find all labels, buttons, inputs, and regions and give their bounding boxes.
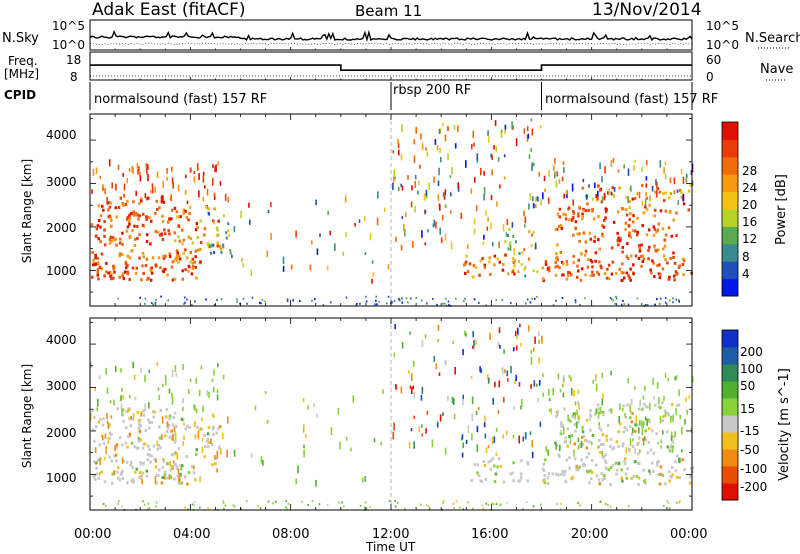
xtick-0400: 04:00	[173, 527, 211, 542]
velocity-colorbar-swatch-0	[722, 483, 738, 501]
xtick-1600: 16:00	[471, 527, 509, 542]
nsky-line	[89, 29, 693, 43]
station-title: Adak East (fitACF)	[92, 0, 246, 20]
nsky-label: N.Sky	[2, 31, 39, 46]
velocity-cbar-tick-neg15: -15	[740, 424, 760, 438]
power-ytick-4000: 4000	[46, 128, 77, 142]
power-ytick-2000: 2000	[46, 221, 77, 235]
freq-unit-label: [MHz]	[4, 67, 40, 81]
freq-line	[90, 64, 692, 71]
power-colorbar-swatch-8	[722, 139, 738, 158]
velocity-ylabel: Slant Range [km]	[20, 363, 35, 469]
velocity-colorbar-swatch-1	[722, 466, 738, 484]
power-cbar-tick-8: 8	[742, 250, 750, 264]
colorbars	[721, 121, 739, 501]
frequency-trace	[90, 64, 692, 77]
power-colorbar-swatch-1	[722, 261, 738, 280]
nsky-tick-high: 10^5	[52, 19, 85, 33]
power-ytick-1000: 1000	[46, 264, 77, 278]
nave-tick-low: 0	[706, 70, 714, 84]
power-heatmap	[90, 118, 694, 307]
power-cbar-tick-16: 16	[742, 215, 758, 229]
cpid-segment-1: normalsound (fast) 157 RF	[94, 92, 268, 107]
beam-title: Beam 11	[355, 2, 423, 20]
velocity-colorbar-swatch-8	[722, 347, 738, 365]
velocity-colorbar-swatch-9	[722, 330, 738, 348]
nsearch-line	[89, 42, 693, 45]
velocity-ytick-3000: 3000	[46, 379, 77, 393]
power-colorbar-swatch-9	[722, 122, 738, 140]
power-cbar-tick-20: 20	[742, 198, 758, 212]
date-title: 13/Nov/2014	[592, 0, 702, 20]
velocity-cbar-tick-neg100: -100	[740, 462, 768, 476]
velocity-colorbar-swatch-2	[722, 449, 738, 467]
velocity-cbar-tick-200: 200	[740, 345, 763, 359]
velocity-colorbar-swatch-3	[722, 432, 738, 450]
power-cbar-tick-24: 24	[742, 181, 758, 195]
power-ylabel: Slant Range [km]	[20, 158, 35, 264]
cpid-label: CPID	[4, 88, 37, 102]
freq-tick-high: 18	[66, 53, 82, 67]
power-cbar-label: Power [dB]	[773, 174, 789, 245]
velocity-ytick-4000: 4000	[46, 333, 77, 347]
velocity-ytick-1000: 1000	[46, 471, 77, 485]
xaxis-label: Time UT	[366, 540, 416, 554]
power-cbar-tick-28: 28	[742, 164, 758, 178]
power-colorbar-swatch-4	[722, 209, 738, 227]
panel-frames	[89, 19, 790, 511]
velocity-colorbar-swatch-4	[722, 415, 738, 433]
nsearch-tick-high: 10^5	[706, 19, 739, 33]
power-colorbar-swatch-0	[722, 278, 738, 297]
nsky-tick-low: 10^0	[52, 38, 85, 52]
velocity-ytick-2000: 2000	[46, 426, 77, 440]
velocity-cbar-tick-neg50: -50	[740, 443, 760, 457]
power-colorbar-swatch-6	[722, 174, 738, 193]
velocity-cbar-tick-15: 15	[740, 402, 756, 416]
nave-tick-high: 60	[706, 53, 722, 67]
velocity-colorbar-swatch-7	[722, 364, 738, 382]
velocity-cbar-tick-50: 50	[740, 379, 756, 393]
power-colorbar-outline	[721, 121, 739, 297]
xtick-0000: 00:00	[74, 527, 112, 542]
velocity-cbar-label: Velocity [m s^-1]	[776, 368, 792, 481]
nsearch-label: N.Search	[745, 31, 800, 46]
velocity-colorbar-swatch-6	[722, 381, 738, 399]
velocity-colorbar-outline	[721, 329, 739, 501]
velocity-cbar-tick-100: 100	[740, 362, 763, 376]
noise-trace	[89, 29, 693, 45]
velocity-colorbar-swatch-5	[722, 398, 738, 416]
power-colorbar-swatch-7	[722, 156, 738, 175]
nave-label: Nave	[760, 62, 794, 77]
xtick-2400: 00:00	[670, 527, 708, 542]
cpid-segment-3: normalsound (fast) 157 RF	[545, 92, 719, 107]
power-colorbar-swatch-2	[722, 243, 738, 262]
cpid-segment-2: rbsp 200 RF	[393, 83, 472, 98]
power-colorbar-swatch-5	[722, 191, 738, 210]
xtick-0800: 08:00	[272, 527, 310, 542]
nsearch-tick-low: 10^0	[706, 38, 739, 52]
power-colorbar-swatch-3	[722, 226, 738, 245]
power-cbar-tick-12: 12	[742, 232, 758, 246]
velocity-cbar-tick-neg200: -200	[740, 480, 768, 494]
freq-tick-low: 8	[70, 70, 78, 84]
noise-frame	[89, 19, 693, 51]
freq-label: Freq.	[8, 54, 38, 68]
xtick-2000: 20:00	[571, 527, 609, 542]
power-ytick-3000: 3000	[46, 175, 77, 189]
power-cbar-tick-4: 4	[742, 267, 750, 281]
xtick-1200: 12:00	[372, 527, 410, 542]
velocity-heatmap	[90, 323, 694, 512]
